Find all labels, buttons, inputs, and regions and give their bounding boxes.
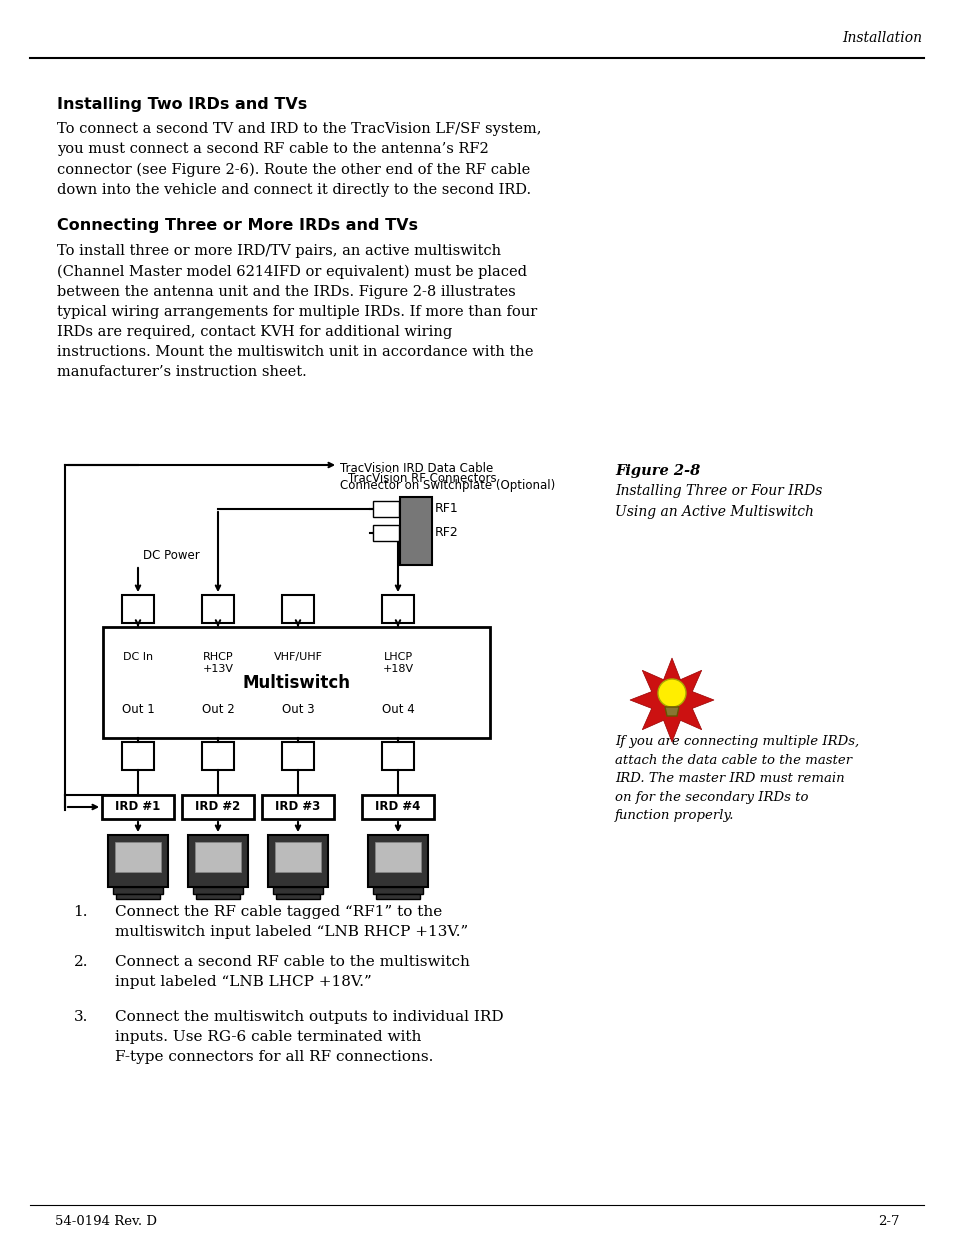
Bar: [115, 842, 161, 872]
Text: Out 1: Out 1: [121, 703, 154, 716]
Bar: [373, 887, 422, 894]
Polygon shape: [664, 706, 679, 716]
Bar: [112, 887, 163, 894]
Text: To connect a second TV and IRD to the TracVision LF/SF system,
you must connect : To connect a second TV and IRD to the Tr…: [57, 122, 541, 196]
Bar: [202, 595, 233, 622]
Text: RHCP
+13V: RHCP +13V: [202, 652, 233, 673]
Bar: [182, 795, 253, 819]
Text: Connect the multiswitch outputs to individual IRD
inputs. Use RG-6 cable termina: Connect the multiswitch outputs to indiv…: [115, 1010, 503, 1065]
Text: VHF/UHF: VHF/UHF: [274, 652, 322, 662]
Text: If you are connecting multiple IRDs,
attach the data cable to the master
IRD. Th: If you are connecting multiple IRDs, att…: [615, 735, 859, 823]
Text: To install three or more IRD/TV pairs, an active multiswitch
(Channel Master mod: To install three or more IRD/TV pairs, a…: [57, 245, 537, 379]
Text: IRD #3: IRD #3: [275, 800, 320, 814]
Circle shape: [658, 679, 685, 706]
Text: Out 2: Out 2: [201, 703, 234, 716]
Bar: [399, 496, 432, 564]
Bar: [273, 887, 323, 894]
Text: 2.: 2.: [73, 955, 88, 969]
Text: IRD #4: IRD #4: [375, 800, 420, 814]
Text: Multiswitch: Multiswitch: [242, 673, 350, 692]
Bar: [282, 595, 314, 622]
Bar: [103, 627, 490, 739]
Bar: [381, 595, 414, 622]
Polygon shape: [629, 658, 713, 742]
Bar: [102, 795, 173, 819]
Bar: [373, 501, 398, 517]
Text: Out 4: Out 4: [381, 703, 414, 716]
Text: 54-0194 Rev. D: 54-0194 Rev. D: [55, 1215, 157, 1228]
Text: Connect a second RF cable to the multiswitch
input labeled “LNB LHCP +18V.”: Connect a second RF cable to the multisw…: [115, 955, 470, 989]
Text: Figure 2-8: Figure 2-8: [615, 464, 700, 478]
Text: 1.: 1.: [73, 905, 88, 919]
Bar: [122, 742, 153, 769]
Bar: [116, 894, 160, 899]
Bar: [193, 887, 243, 894]
Bar: [122, 595, 153, 622]
Text: 2-7: 2-7: [878, 1215, 899, 1228]
Text: Connecting Three or More IRDs and TVs: Connecting Three or More IRDs and TVs: [57, 219, 417, 233]
Bar: [194, 842, 241, 872]
Text: LHCP
+18V: LHCP +18V: [382, 652, 414, 673]
Text: DC In: DC In: [123, 652, 152, 662]
Text: Installing Three or Four IRDs
Using an Active Multiswitch: Installing Three or Four IRDs Using an A…: [615, 484, 821, 519]
Bar: [375, 842, 420, 872]
Bar: [361, 795, 434, 819]
Bar: [368, 835, 428, 887]
Bar: [188, 835, 248, 887]
Bar: [195, 894, 240, 899]
Text: IRD #1: IRD #1: [115, 800, 160, 814]
Bar: [108, 835, 168, 887]
Text: TracVision RF Connectors: TracVision RF Connectors: [348, 472, 497, 485]
Text: IRD #2: IRD #2: [195, 800, 240, 814]
Text: Installation: Installation: [841, 31, 921, 44]
Bar: [268, 835, 328, 887]
Text: Installing Two IRDs and TVs: Installing Two IRDs and TVs: [57, 98, 307, 112]
Text: TracVision IRD Data Cable
Connector on Switchplate (Optional): TracVision IRD Data Cable Connector on S…: [339, 462, 555, 492]
Text: RF1: RF1: [435, 503, 458, 515]
Bar: [375, 894, 419, 899]
Bar: [275, 894, 319, 899]
Text: RF2: RF2: [435, 526, 458, 540]
Bar: [282, 742, 314, 769]
Text: 3.: 3.: [73, 1010, 88, 1024]
Bar: [373, 525, 398, 541]
Text: Connect the RF cable tagged “RF1” to the
multiswitch input labeled “LNB RHCP +13: Connect the RF cable tagged “RF1” to the…: [115, 905, 468, 939]
Bar: [202, 742, 233, 769]
Bar: [274, 842, 320, 872]
Text: Out 3: Out 3: [281, 703, 314, 716]
Bar: [381, 742, 414, 769]
Text: DC Power: DC Power: [143, 550, 199, 562]
Bar: [262, 795, 334, 819]
